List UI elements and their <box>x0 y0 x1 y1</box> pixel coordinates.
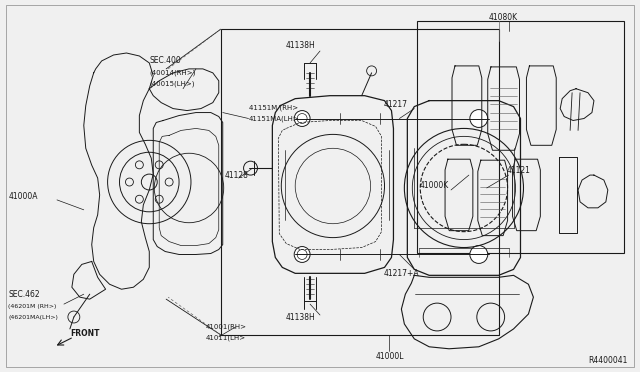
Text: 41000L: 41000L <box>375 352 404 361</box>
Text: (40014(RH>): (40014(RH>) <box>149 70 196 76</box>
Text: 41217+A: 41217+A <box>383 269 419 278</box>
Text: 41001(RH>: 41001(RH> <box>206 324 247 330</box>
Circle shape <box>294 110 310 126</box>
Text: 41138H: 41138H <box>285 312 315 321</box>
Text: SEC.400: SEC.400 <box>149 57 181 65</box>
Text: R4400041: R4400041 <box>588 356 627 365</box>
Text: 41080K: 41080K <box>489 13 518 22</box>
Circle shape <box>470 110 488 128</box>
Text: FRONT: FRONT <box>70 329 99 339</box>
Text: 41011(LH>: 41011(LH> <box>206 334 246 341</box>
Text: SEC.462: SEC.462 <box>8 290 40 299</box>
Text: 41151MA(LH>: 41151MA(LH> <box>248 115 300 122</box>
Bar <box>417 21 624 253</box>
Text: 41000K: 41000K <box>419 180 449 189</box>
Text: 41151M (RH>: 41151M (RH> <box>248 104 298 111</box>
Text: (46201M (RH>): (46201M (RH>) <box>8 304 57 309</box>
Text: 41121: 41121 <box>507 166 531 174</box>
Circle shape <box>470 246 488 263</box>
Circle shape <box>294 247 310 262</box>
Text: 41128: 41128 <box>225 171 248 180</box>
Text: 41138H: 41138H <box>285 41 315 49</box>
Text: 41000A: 41000A <box>8 192 38 201</box>
Text: (40015(LH>): (40015(LH>) <box>149 80 195 87</box>
Text: (46201MA(LH>): (46201MA(LH>) <box>8 314 58 320</box>
Text: 41217: 41217 <box>383 100 408 109</box>
Bar <box>221 29 499 335</box>
